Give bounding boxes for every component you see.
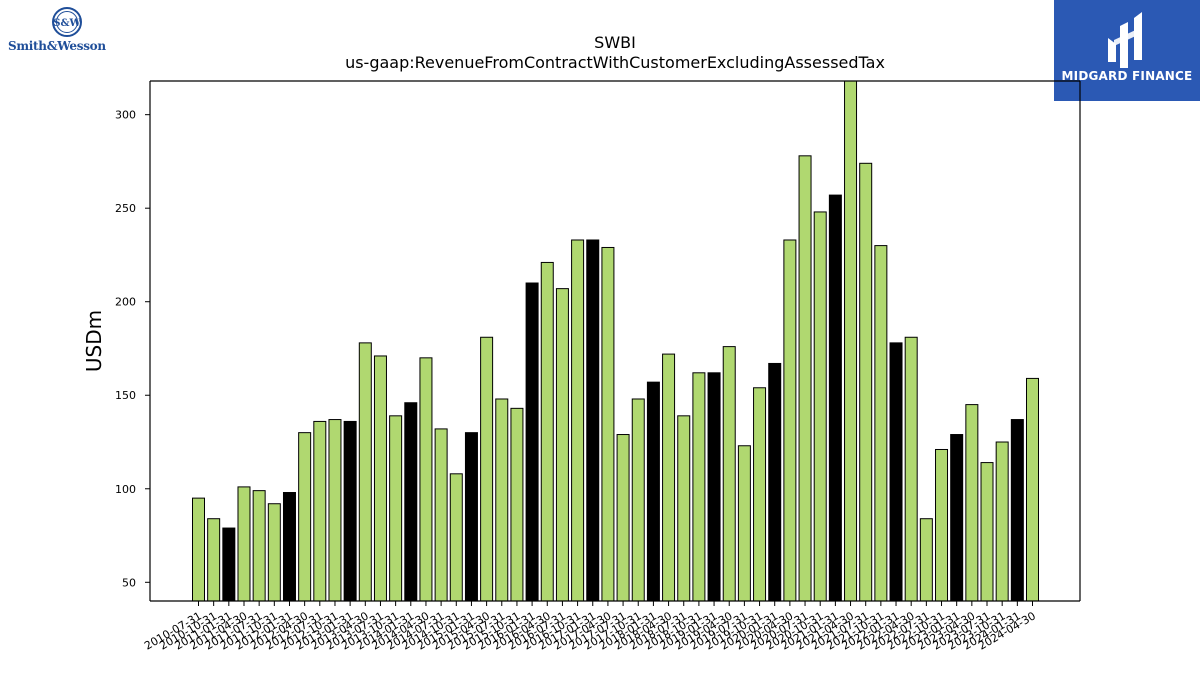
bar (282, 492, 296, 601)
bar (571, 239, 585, 601)
y-tick-label: 50 (122, 576, 136, 589)
midgard-finance-mark-icon (1108, 12, 1142, 68)
bar (328, 419, 342, 601)
bar (662, 353, 676, 601)
bar (252, 490, 266, 601)
bar (237, 486, 251, 601)
bar (555, 288, 569, 601)
bar (449, 473, 463, 601)
bar (631, 398, 645, 601)
bar (601, 246, 615, 601)
bar (480, 336, 494, 601)
bar (1026, 377, 1039, 601)
smith-wesson-wordmark: Smith&Wesson (8, 39, 106, 53)
bar (646, 381, 660, 601)
bar (510, 407, 524, 601)
bar (722, 346, 736, 601)
bar (434, 428, 448, 601)
y-axis-label: USDm (82, 310, 106, 372)
bar (1010, 419, 1024, 601)
bar (464, 432, 478, 601)
bar (343, 420, 357, 601)
bar (222, 527, 236, 601)
bar (859, 162, 873, 601)
bar (798, 155, 812, 601)
bar (965, 404, 979, 601)
bar (298, 432, 312, 601)
bar (950, 434, 964, 601)
bar (768, 362, 782, 601)
bar (889, 342, 903, 601)
bar (753, 387, 767, 601)
bars-group (192, 81, 1039, 601)
bar (540, 261, 554, 601)
bar (995, 441, 1009, 601)
bar (207, 518, 221, 601)
bar (495, 398, 509, 601)
bar (844, 81, 858, 601)
y-tick-label: 250 (115, 202, 136, 215)
bar (525, 282, 539, 601)
bar (813, 211, 827, 601)
bar (980, 462, 994, 601)
smith-wesson-logo: S&W (6, 6, 130, 56)
bar (267, 503, 281, 601)
bar (692, 372, 706, 601)
bar (419, 357, 433, 601)
bar (313, 420, 327, 601)
bar (919, 518, 933, 601)
bar (677, 415, 691, 601)
bar (586, 239, 600, 601)
y-tick-label: 200 (115, 296, 136, 309)
bar (874, 245, 888, 601)
midgard-finance-logo: MIDGARD FINANCE (1054, 0, 1200, 101)
chart-subtitle: us-gaap:RevenueFromContractWithCustomerE… (345, 53, 885, 72)
bar (828, 194, 842, 601)
bar (616, 434, 630, 601)
bar (389, 415, 403, 601)
bar (783, 239, 797, 601)
smith-wesson-seal-icon: S&W (52, 7, 82, 37)
bar (904, 336, 918, 601)
svg-text:S&W: S&W (53, 18, 81, 29)
y-tick-label: 100 (115, 483, 136, 496)
bar (192, 497, 205, 601)
bar (737, 445, 751, 601)
y-tick-label: 300 (115, 109, 136, 122)
bar (373, 355, 387, 601)
bar (707, 372, 721, 601)
chart-title: SWBI (594, 33, 636, 52)
bar (935, 448, 949, 601)
bar (404, 402, 418, 601)
y-tick-label: 150 (115, 389, 136, 402)
midgard-finance-wordmark: MIDGARD FINANCE (1061, 69, 1193, 83)
bar (358, 342, 372, 601)
